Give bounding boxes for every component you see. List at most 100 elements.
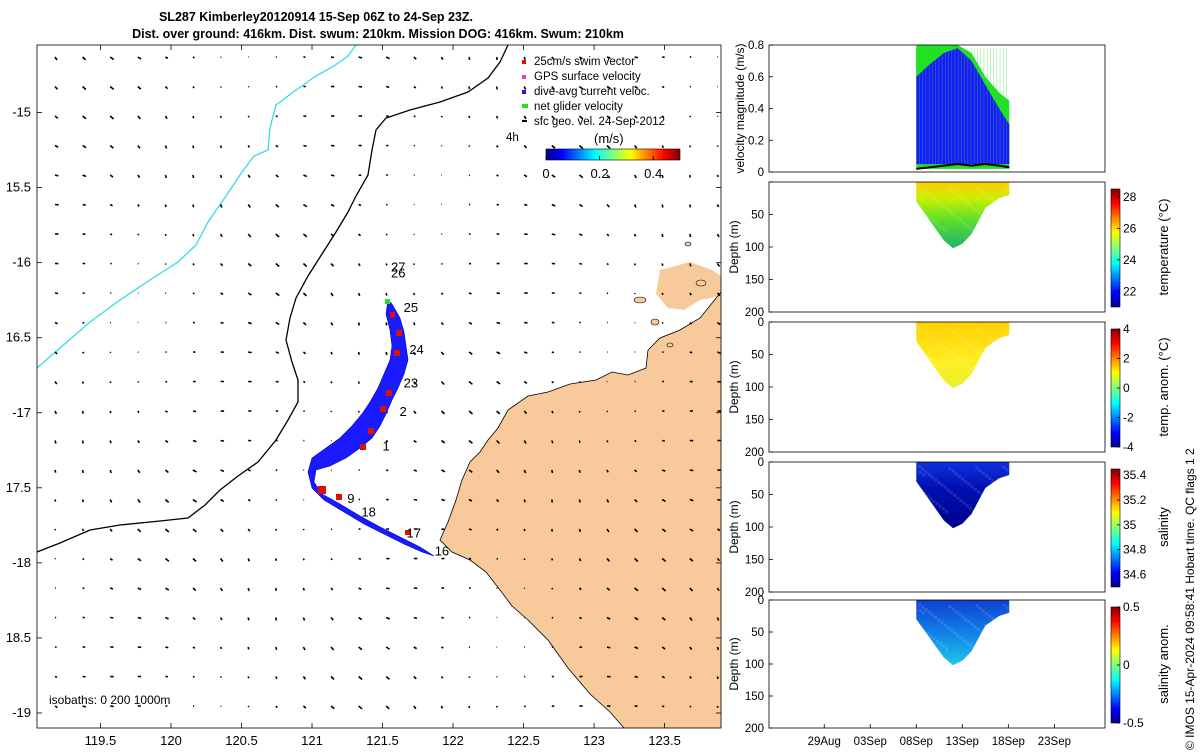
dive-current-band <box>916 48 1009 164</box>
current-arrow <box>55 441 56 444</box>
section-speckle <box>988 615 991 618</box>
section-speckle <box>958 195 961 198</box>
section-speckle <box>956 634 959 637</box>
temp_anom-section <box>916 322 1009 388</box>
section-speckle <box>940 483 943 486</box>
current-arrow <box>469 677 470 678</box>
section-speckle <box>1006 189 1009 192</box>
current-arrow <box>359 352 360 355</box>
temp_anom-y-tick-label: 0 <box>758 317 764 329</box>
current-arrow <box>138 205 139 207</box>
current-arrow <box>248 647 249 649</box>
current-arrow <box>524 500 525 503</box>
current-arrow <box>276 116 278 117</box>
current-arrow <box>579 529 580 532</box>
section-speckle <box>988 477 991 480</box>
velocity-y-tick-label: 0.6 <box>748 72 764 84</box>
day-label: 25 <box>404 300 418 315</box>
map-colorbar-tick-label: 0 <box>542 166 549 181</box>
current-arrow <box>662 470 665 471</box>
section-speckle <box>952 608 955 611</box>
current-arrow <box>552 618 553 619</box>
section-speckle <box>944 346 947 349</box>
current-arrow <box>303 588 304 590</box>
day-label: 9 <box>347 491 354 506</box>
map-x-tick-label: 120 <box>160 733 182 748</box>
current-arrow <box>690 470 693 471</box>
section-speckle <box>932 360 935 363</box>
section-speckle <box>990 221 993 224</box>
section-speckle <box>920 355 923 358</box>
section-speckle <box>919 191 922 194</box>
section-speckle <box>939 225 942 228</box>
velocity-y-tick-label: 0 <box>758 167 764 179</box>
section-speckle <box>936 362 939 365</box>
current-arrow <box>579 618 581 619</box>
current-arrow <box>497 677 498 678</box>
section-speckle <box>918 603 921 606</box>
current-arrow <box>717 677 718 679</box>
section-speckle <box>983 356 986 359</box>
current-arrow <box>359 323 360 326</box>
current-arrow <box>276 706 277 708</box>
current-arrow <box>497 706 498 707</box>
section-speckle <box>987 636 990 639</box>
sal_anom-colorbar-tick-label: 0 <box>1123 658 1130 672</box>
current-arrow <box>524 706 525 707</box>
section-speckle <box>936 640 939 643</box>
current-arrow <box>690 205 691 208</box>
section-speckle <box>950 491 953 494</box>
section-speckle <box>929 217 932 220</box>
current-arrow <box>359 293 360 296</box>
section-speckle <box>975 467 978 470</box>
current-arrow <box>607 264 608 265</box>
current-arrow <box>579 264 581 265</box>
section-speckle <box>945 230 948 233</box>
section-speckle <box>971 205 974 208</box>
salinity-colorbar-tick-label: 35.2 <box>1123 493 1147 507</box>
current-arrow <box>469 529 472 530</box>
section-speckle <box>948 187 951 190</box>
temperature-y-tick-label: 150 <box>745 275 764 287</box>
current-arrow <box>138 382 139 383</box>
section-speckle <box>1004 350 1007 353</box>
section-speckle <box>963 639 966 642</box>
current-arrow <box>221 116 222 118</box>
current-arrow <box>165 146 166 149</box>
current-arrow <box>414 264 415 265</box>
time-x-tick-label: 23Sep <box>1038 736 1071 748</box>
map-y-tick-label: 17.5 <box>6 480 31 495</box>
section-speckle <box>934 478 937 481</box>
section-speckle <box>921 188 924 191</box>
section-speckle <box>972 509 975 512</box>
section-speckle <box>923 212 926 215</box>
current-arrow <box>469 146 470 147</box>
sal_anom-y-tick-label: 50 <box>751 627 764 639</box>
time-x-tick-label: 03Sep <box>854 736 887 748</box>
section-speckle <box>966 642 969 645</box>
current-arrow <box>110 441 111 444</box>
current-arrow <box>552 352 554 353</box>
section-speckle <box>955 472 958 475</box>
legend-dive-marker <box>522 90 526 94</box>
current-arrow <box>717 647 718 650</box>
current-arrow <box>221 87 222 88</box>
temperature-y-label: Depth (m) <box>727 220 741 273</box>
current-arrow <box>524 588 525 589</box>
current-arrow <box>248 470 250 471</box>
temp_anom-colorbar-tick-label: -4 <box>1123 440 1134 454</box>
temperature-colorbar-tick-label: 24 <box>1123 253 1137 267</box>
section-speckle <box>982 332 985 335</box>
section-speckle <box>966 364 969 367</box>
section-speckle <box>990 361 993 364</box>
current-arrow <box>83 529 84 531</box>
current-arrow <box>469 87 470 90</box>
velocity-y-tick-label: 0.8 <box>748 40 764 52</box>
current-arrow <box>497 323 500 324</box>
section-speckle <box>1003 326 1006 329</box>
section-speckle <box>958 475 961 478</box>
current-arrow <box>276 647 277 650</box>
current-arrow <box>276 382 279 383</box>
sal_anom-y-tick-label: 200 <box>745 723 764 735</box>
